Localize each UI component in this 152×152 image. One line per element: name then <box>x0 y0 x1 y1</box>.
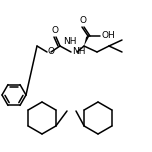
Text: NH: NH <box>72 47 85 57</box>
Text: OH: OH <box>101 31 115 40</box>
Text: O: O <box>48 47 55 57</box>
Polygon shape <box>84 35 90 46</box>
Text: NH: NH <box>63 36 77 45</box>
Text: O: O <box>52 26 59 35</box>
Text: O: O <box>79 16 86 25</box>
